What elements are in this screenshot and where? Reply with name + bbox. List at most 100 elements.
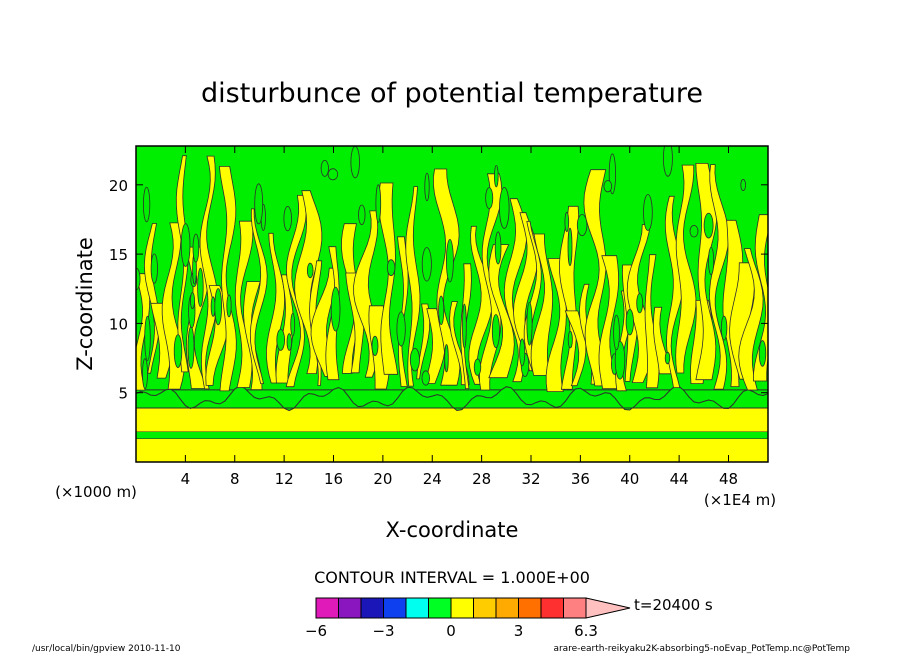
chart-title: disturbunce of potential temperature — [201, 78, 703, 109]
plume-cell — [494, 231, 502, 265]
plume-cell — [720, 315, 728, 341]
plume-region — [752, 214, 768, 382]
plume-region — [218, 166, 237, 392]
plume-region — [416, 303, 431, 380]
colorbar-box — [338, 597, 362, 619]
colorbar-box — [540, 597, 564, 619]
plume-cell — [142, 358, 148, 390]
colorbar-box — [315, 597, 339, 619]
colorbar-tick-label: 0 — [446, 622, 456, 640]
field-band — [136, 438, 768, 462]
plume-region — [205, 285, 230, 386]
time-label: t=20400 s — [634, 596, 713, 614]
plume-cell — [173, 334, 183, 369]
plume-cell — [636, 293, 644, 314]
plume-cell — [143, 186, 151, 223]
field-band — [136, 407, 768, 432]
x-tick-label: 8 — [230, 470, 240, 488]
plume-region — [709, 164, 730, 390]
y-tick-label: 5 — [118, 385, 128, 403]
plume-cell — [485, 187, 494, 210]
x-tick-label: 24 — [423, 470, 442, 488]
plume-cell — [396, 311, 406, 347]
field-band — [136, 431, 768, 439]
x-tick-label: 12 — [275, 470, 294, 488]
x-tick-label: 16 — [324, 470, 343, 488]
plume-cell — [421, 370, 430, 386]
plume-region — [598, 255, 621, 390]
plume-cell — [663, 146, 673, 177]
colorbar-tick-label: −3 — [372, 622, 394, 640]
plume-region — [530, 233, 554, 376]
x-axis-title: X-coordinate — [386, 518, 519, 542]
plume-cell — [327, 168, 339, 181]
colorbar: −6 −3 0 3 6.3 — [305, 597, 631, 640]
x-tick-label: 20 — [373, 470, 392, 488]
footer-right: arare-earth-reikyaku2K-absorbing5-noEvap… — [553, 644, 850, 654]
plume-cell — [664, 351, 671, 365]
plume-cell — [306, 262, 314, 279]
x-tick-label: 48 — [719, 470, 738, 488]
plume-cell — [290, 312, 296, 337]
plume-cell — [519, 338, 526, 367]
y-axis: 5 10 15 20 — [109, 177, 768, 403]
field-plumes — [136, 146, 768, 392]
plume-cell — [214, 288, 223, 326]
plume-region — [583, 169, 611, 387]
plume-region — [378, 182, 399, 375]
plume-cell — [576, 214, 588, 237]
x-tick-label: 36 — [571, 470, 590, 488]
plume-cell — [150, 253, 158, 284]
plume-region — [738, 248, 764, 391]
plume-cell — [444, 344, 449, 373]
y-tick-label: 20 — [109, 177, 128, 195]
plume-cell — [499, 186, 510, 229]
plume-region — [564, 310, 587, 387]
plume-cell — [330, 286, 341, 332]
x-unit-label: (×1E4 m) — [704, 491, 776, 509]
footer-left: /usr/local/bin/gpview 2010-11-10 — [32, 644, 181, 654]
y-tick-label: 15 — [109, 246, 128, 264]
x-tick-label: 28 — [472, 470, 491, 488]
plume-cell — [491, 314, 500, 349]
colorbar-box — [450, 597, 474, 619]
plume-cell — [144, 315, 151, 361]
plume-cell — [375, 184, 382, 223]
plume-cell — [613, 314, 620, 351]
field-bands — [136, 385, 768, 462]
plume-cell — [386, 259, 396, 277]
plume-region — [488, 244, 515, 379]
plot-frame — [135, 145, 769, 463]
plume-region — [460, 263, 472, 389]
plume-cell — [603, 180, 613, 193]
plume-cell — [625, 309, 634, 336]
plume-region — [405, 186, 421, 387]
plume-cell — [445, 239, 454, 283]
plume-region — [432, 168, 461, 386]
plume-cell — [614, 340, 626, 380]
plume-cell — [180, 223, 191, 268]
x-tick-label: 40 — [620, 470, 639, 488]
x-axis: 4 8 12 16 20 24 28 32 36 40 44 48 — [181, 146, 738, 488]
y-tick-label: 10 — [109, 315, 128, 333]
plume-region — [675, 164, 697, 374]
plume-cell — [703, 212, 714, 239]
colorbar-box — [428, 597, 452, 619]
plume-cell — [286, 333, 292, 351]
plume-cell — [643, 194, 653, 231]
plume-cell — [192, 233, 200, 263]
plume-cell — [689, 224, 699, 238]
colorbar-tick-label: −6 — [305, 622, 327, 640]
plume-cell — [567, 330, 573, 349]
plume-region — [468, 225, 494, 385]
contour-interval-text: CONTOUR INTERVAL = 1.000E+00 — [314, 568, 590, 587]
plume-region — [664, 195, 685, 388]
plume-cell — [371, 335, 379, 356]
plume-cell — [254, 183, 264, 225]
plume-cell — [473, 358, 482, 376]
plume-cell — [567, 227, 573, 266]
colorbar-box — [473, 597, 497, 619]
